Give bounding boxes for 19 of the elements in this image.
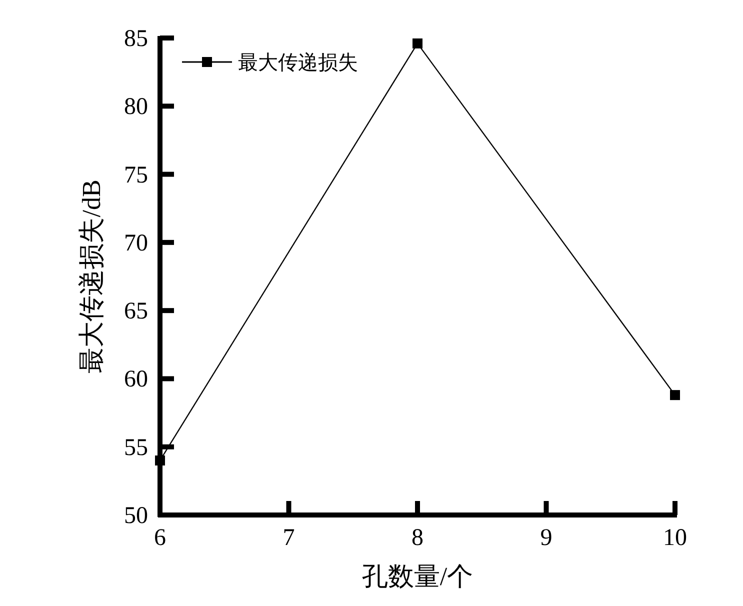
y-axis-title: 最大传递损失/dB [77,180,106,374]
x-tick-label: 9 [540,525,552,551]
y-tick-label: 55 [124,434,148,461]
x-tick-label: 8 [412,525,424,551]
legend-label: 最大传递损失 [238,52,358,74]
y-tick-label: 50 [124,503,148,529]
x-axis-title: 孔数量/个 [362,562,474,591]
y-tick-label: 65 [124,298,148,325]
y-tick-label: 60 [124,366,148,393]
point [670,390,680,400]
y-tick-label: 75 [124,162,148,188]
y-tick-label: 80 [124,94,148,120]
y-tick-label: 85 [124,26,148,52]
x-tick-label: 7 [282,525,295,551]
x-tick-label: 6 [154,525,166,551]
y-tick-label: 70 [124,230,148,256]
point [155,455,165,466]
x-tick-label: 10 [663,525,687,551]
point [412,38,422,48]
